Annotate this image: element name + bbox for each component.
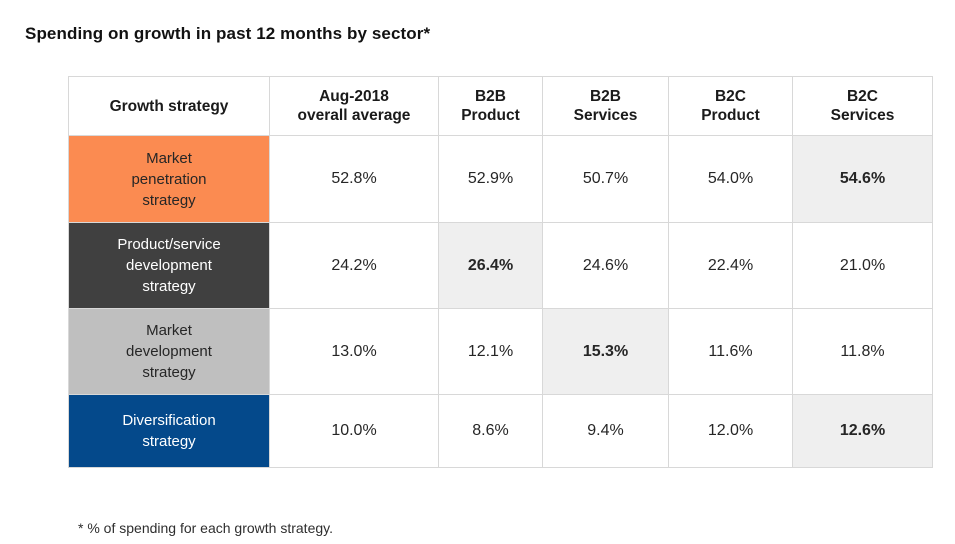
table-cell: 12.0% (668, 394, 793, 468)
table-cell: 22.4% (668, 222, 793, 309)
table-cell: 21.0% (792, 222, 933, 309)
header-row: Growth strategy Aug-2018 overall average… (68, 76, 933, 136)
table-cell: 13.0% (269, 308, 439, 395)
column-header-aug-2018-overall-average: Aug-2018 overall average (269, 76, 439, 136)
row-label-line: Diversification (122, 412, 216, 429)
page-title: Spending on growth in past 12 months by … (25, 24, 431, 43)
header-line: B2B (589, 88, 621, 105)
table-cell: 52.8% (269, 135, 439, 223)
table-cell: 12.1% (438, 308, 543, 395)
table-cell: 11.6% (668, 308, 793, 395)
row-label-line: strategy (142, 433, 196, 450)
table-row-diversification: Diversification strategy 10.0% 8.6% 9.4%… (68, 394, 933, 468)
header-line: B2B (474, 88, 506, 105)
column-header-b2b-services: B2B Services (542, 76, 669, 136)
table-row-product-service-development: Product/service development strategy 24.… (68, 222, 933, 309)
header-line: Services (830, 107, 895, 124)
table-cell: 9.4% (542, 394, 669, 468)
table-cell-highlighted: 15.3% (542, 308, 669, 395)
table-cell: 52.9% (438, 135, 543, 223)
row-label-line: strategy (142, 364, 196, 381)
row-label-market-development: Market development strategy (68, 308, 270, 395)
header-line: B2C (714, 88, 746, 105)
header-line: Aug-2018 (319, 88, 389, 105)
table-cell-highlighted: 54.6% (792, 135, 933, 223)
row-label-product-service-development: Product/service development strategy (68, 222, 270, 309)
table-cell: 8.6% (438, 394, 543, 468)
table-cell: 10.0% (269, 394, 439, 468)
column-header-b2c-services: B2C Services (792, 76, 933, 136)
column-header-b2b-product: B2B Product (438, 76, 543, 136)
row-label-line: Market (146, 322, 192, 339)
header-line: overall average (297, 107, 411, 124)
header-line: B2C (846, 88, 878, 105)
table-cell: 11.8% (792, 308, 933, 395)
row-label-line: penetration (131, 170, 207, 188)
header-line: Product (461, 107, 520, 124)
table-cell: 24.6% (542, 222, 669, 309)
table-cell-highlighted: 12.6% (792, 394, 933, 468)
table-cell: 54.0% (668, 135, 793, 223)
table-cell: 50.7% (542, 135, 669, 223)
row-label-line: strategy (142, 191, 196, 209)
header-line: Services (573, 107, 638, 124)
table-cell-highlighted: 26.4% (438, 222, 543, 309)
row-label-line: development (126, 343, 212, 360)
row-label-line: Market (146, 149, 192, 167)
footnote: * % of spending for each growth strategy… (78, 520, 333, 536)
table-cell: 24.2% (269, 222, 439, 309)
column-header-b2c-product: B2C Product (668, 76, 793, 136)
row-label-line: strategy (142, 278, 196, 295)
table-row-market-penetration: Market penetration strategy 52.8% 52.9% … (68, 135, 933, 223)
data-table: Growth strategy Aug-2018 overall average… (68, 76, 933, 468)
row-label-line: Product/service (117, 236, 221, 253)
header-line: Growth strategy (109, 97, 229, 115)
column-header-growth-strategy: Growth strategy (68, 76, 270, 136)
table-row-market-development: Market development strategy 13.0% 12.1% … (68, 308, 933, 395)
row-label-line: development (126, 257, 212, 274)
row-label-market-penetration: Market penetration strategy (68, 135, 270, 223)
row-label-diversification: Diversification strategy (68, 394, 270, 468)
header-line: Product (701, 107, 760, 124)
